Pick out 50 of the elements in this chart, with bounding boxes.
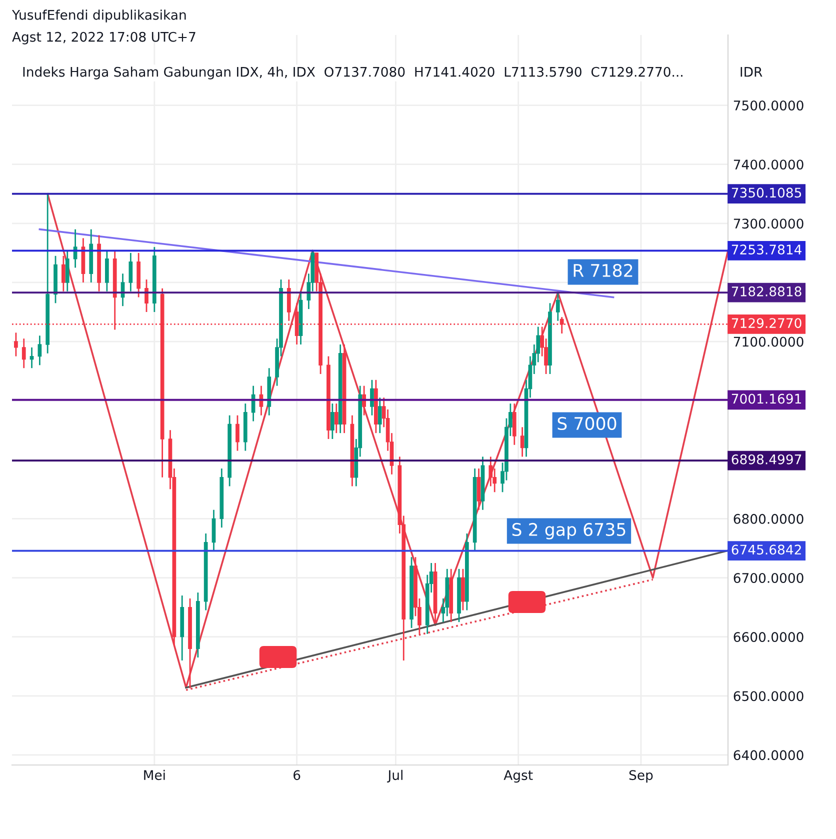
ref-line-label: 7001.1691 — [732, 394, 801, 404]
y-tick-label: 6800.0000 — [734, 514, 804, 524]
candlestick — [22, 338, 26, 369]
candlestick — [330, 402, 334, 440]
line-series — [46, 192, 728, 689]
y-tick-label: 6600.0000 — [734, 632, 804, 642]
y-tick-label: 6500.0000 — [734, 691, 804, 702]
y-tick-label: 7500.0000 — [734, 100, 804, 110]
candlestick — [556, 292, 560, 322]
candlestick — [286, 278, 291, 322]
candlestick — [520, 426, 524, 458]
candlestick — [476, 468, 481, 511]
candlestick — [512, 402, 516, 446]
y-tick-label: 6700.0000 — [734, 572, 804, 583]
candlestick — [65, 249, 70, 292]
x-tick-label: Jul — [387, 770, 402, 783]
ref-line-label: 7253.7814 — [732, 244, 802, 255]
x-tick-label: 6 — [294, 770, 300, 780]
candlestick — [378, 396, 382, 434]
candlestick — [461, 568, 465, 611]
text: YusufEfendi dipublikasikan — [12, 10, 186, 22]
ref-line-label: 7129.2770 — [732, 318, 802, 328]
ref-line-label: 6898.4997 — [732, 454, 802, 464]
y-tick-label: 7300.0000 — [734, 218, 804, 229]
y-tick-label: 7100.0000 — [734, 336, 804, 347]
y-tick-label: 6400.0000 — [734, 750, 804, 760]
candlestick — [128, 252, 133, 292]
candlestick — [212, 509, 216, 552]
candlestick — [61, 255, 66, 292]
candlestick — [30, 346, 34, 369]
candlestick — [14, 332, 18, 357]
ref-line-label: 7182.8818 — [732, 286, 802, 296]
ref-line-label: 7350.1085 — [732, 188, 802, 198]
text: Indeks Harga Saham Gabungan IDX, 4h, IDX O7137.7080 H7141.4020 L7113.5790 C7129.2770... — [23, 66, 682, 80]
x-tick-label: Sep — [629, 770, 653, 783]
x-tick-label: Agst — [504, 770, 533, 783]
candlestick — [334, 402, 338, 434]
annotation: Agst 12, 2022 17:08 UTC+7 — [12, 32, 196, 44]
candlestick — [105, 249, 109, 292]
candlestick — [236, 414, 240, 452]
y-axis-title: IDR — [740, 67, 762, 77]
candlestick — [144, 278, 148, 313]
ref-line-label: 6745.6842 — [732, 544, 801, 555]
x-tick-label: Mei — [144, 770, 165, 780]
annotation: R 7182 — [574, 264, 632, 278]
annotation: S 2 gap 6735 — [512, 522, 626, 540]
y-tick-label: 7400.0000 — [734, 160, 804, 170]
candlestick — [370, 379, 374, 416]
candlestick — [38, 334, 42, 366]
annotation: S 7000 — [558, 416, 616, 430]
